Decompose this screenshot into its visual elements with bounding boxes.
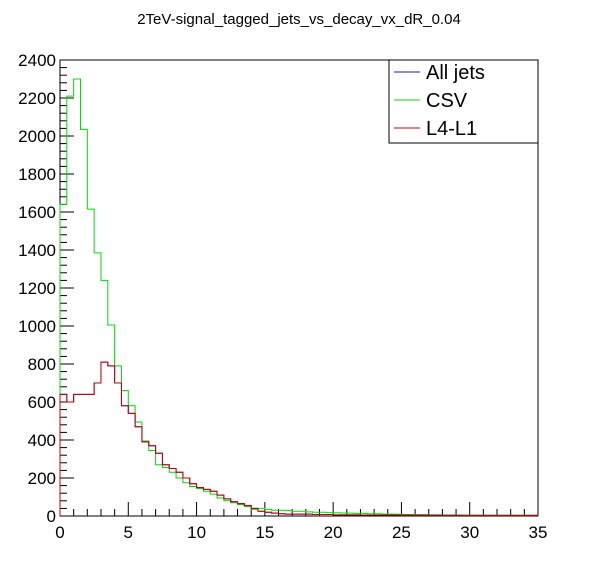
y-tick-label: 2400 (18, 51, 56, 70)
y-tick-label: 1000 (18, 317, 56, 336)
y-tick-label: 1800 (18, 165, 56, 184)
y-tick-label: 1600 (18, 203, 56, 222)
chart-title: 2TeV-signal_tagged_jets_vs_decay_vx_dR_0… (137, 11, 461, 28)
axis-ticks: 0 5 10 15 20 25 30 35 0 200 400 600 800 1000 1200 1400 1… (18, 51, 547, 542)
legend-label: CSV (426, 90, 468, 112)
legend: All jets CSV L4-L1 (388, 59, 539, 144)
legend-box (388, 59, 539, 144)
x-tick-label: 15 (255, 523, 274, 542)
y-tick-label: 1200 (18, 279, 56, 298)
x-tick-label: 30 (460, 523, 479, 542)
x-tick-label: 5 (124, 523, 133, 542)
y-tick-label: 600 (28, 393, 56, 412)
y-tick-label: 200 (28, 469, 56, 488)
x-tick-label: 10 (187, 523, 206, 542)
legend-label: All jets (426, 62, 485, 84)
legend-label: L4-L1 (426, 118, 477, 140)
y-tick-label: 400 (28, 431, 56, 450)
series-l4-l1-line (59, 361, 539, 516)
y-tick-label: 1400 (18, 241, 56, 260)
y-tick-label: 2200 (18, 89, 56, 108)
y-tick-label: 0 (47, 507, 56, 526)
x-tick-label: 20 (324, 523, 343, 542)
y-tick-label: 2000 (18, 127, 56, 146)
series-layer (59, 78, 539, 516)
x-tick-label: 0 (55, 523, 64, 542)
x-tick-label: 35 (529, 523, 548, 542)
x-tick-label: 25 (392, 523, 411, 542)
y-tick-label: 800 (28, 355, 56, 374)
